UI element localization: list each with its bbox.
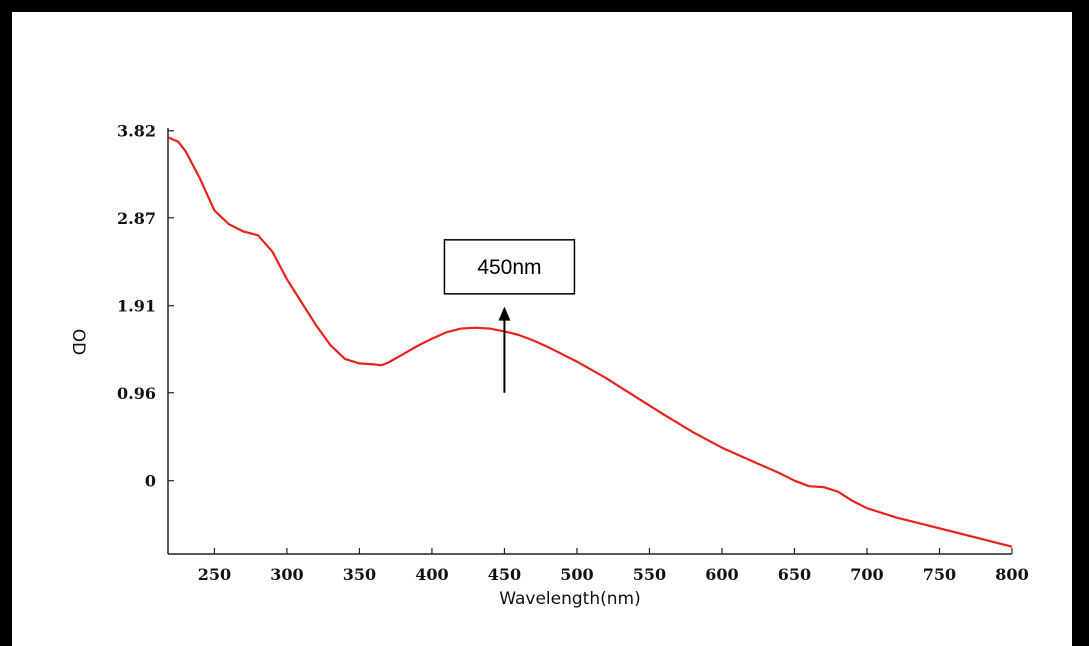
y-axis-title: OD [68,329,88,355]
x-tick-label: 650 [778,565,811,584]
x-tick-label: 500 [560,565,593,584]
x-tick-label: 550 [633,565,666,584]
peak-label-box [443,239,576,295]
x-tick-label: 800 [995,565,1028,584]
x-tick-label: 450 [488,565,521,584]
peak-annotation: 450nm [443,239,576,393]
od-spectrum-line [167,136,1013,548]
peak-label: 450nm [477,256,541,279]
y-ticks: 3.82 2.87 1.91 0.96 0 [117,122,174,491]
x-tick-label: 250 [198,565,231,584]
y-tick-label: 2.87 [117,209,156,228]
x-axis-title: Wavelength(nm) [499,589,640,609]
x-tick-label: 400 [415,565,448,584]
x-ticks: 250 300 350 400 450 500 550 600 650 700 750 800 [198,548,1029,584]
x-tick-label: 750 [923,565,956,584]
axes [167,128,1012,555]
x-tick-label: 350 [343,565,376,584]
peak-arrowhead [498,306,511,321]
x-tick-label: 300 [270,565,303,584]
y-tick-label: 0.96 [117,384,156,403]
x-tick-label: 700 [850,565,883,584]
x-tick-label: 600 [705,565,738,584]
y-tick-label: 0 [145,472,156,491]
y-tick-label: 1.91 [117,297,156,316]
y-tick-label: 3.82 [117,122,156,141]
